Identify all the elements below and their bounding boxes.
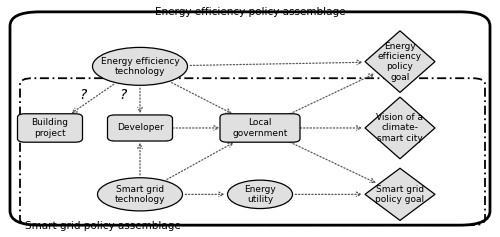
Text: Vision of a
climate-
smart city: Vision of a climate- smart city (376, 113, 424, 143)
Polygon shape (365, 168, 435, 220)
Ellipse shape (98, 178, 182, 211)
FancyBboxPatch shape (108, 115, 172, 141)
Text: Energy efficiency policy assemblage: Energy efficiency policy assemblage (155, 7, 345, 17)
Text: Energy efficiency
technology: Energy efficiency technology (100, 57, 180, 76)
FancyBboxPatch shape (18, 114, 82, 142)
FancyBboxPatch shape (220, 114, 300, 142)
Polygon shape (365, 31, 435, 92)
Text: ?: ? (79, 88, 86, 102)
Ellipse shape (228, 180, 292, 209)
Text: Smart grid
technology: Smart grid technology (115, 185, 165, 204)
Text: Developer: Developer (116, 123, 164, 132)
Text: Energy
efficiency
policy
goal: Energy efficiency policy goal (378, 41, 422, 82)
Text: Smart grid policy assemblage: Smart grid policy assemblage (25, 221, 181, 231)
Ellipse shape (92, 47, 188, 85)
Text: Smart grid
policy goal: Smart grid policy goal (376, 185, 424, 204)
Polygon shape (365, 97, 435, 159)
Text: Building
project: Building project (32, 118, 68, 138)
FancyBboxPatch shape (10, 12, 490, 225)
Text: Energy
utility: Energy utility (244, 185, 276, 204)
Text: ?: ? (119, 88, 126, 102)
Text: Local
government: Local government (232, 118, 287, 138)
